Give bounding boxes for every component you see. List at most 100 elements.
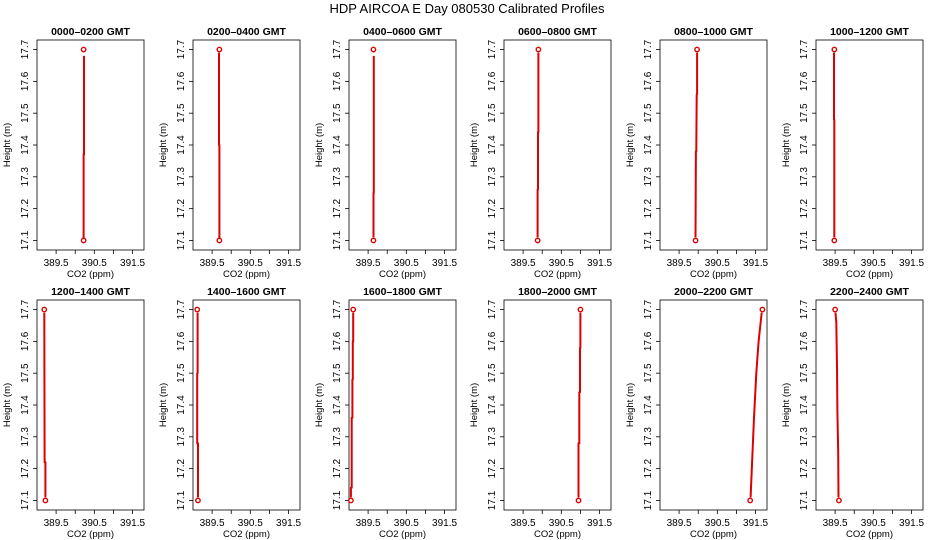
y-axis-label: Height (m)	[625, 383, 636, 427]
profile-panel: 1000–1200 GMT 389.5 390.5 391.5 CO2 (ppm) 17.…	[781, 26, 924, 280]
profile-line	[536, 52, 540, 238]
plot-frame	[503, 299, 612, 511]
y-tick-label: 17.5	[176, 363, 187, 383]
plot-frame	[348, 39, 457, 251]
profile-panel: 1200–1400 GMT 389.5 390.5 391.5 CO2 (ppm) 17.…	[2, 286, 145, 540]
y-tick-label: 17.4	[20, 135, 31, 155]
y-tick-label: 17.3	[799, 427, 810, 447]
data-point	[692, 237, 699, 244]
y-tick-label: 17.6	[643, 71, 654, 91]
y-tick-label: 17.5	[799, 103, 810, 123]
y-tick-label: 17.2	[799, 458, 810, 478]
x-tick-label: 390.5	[394, 258, 419, 269]
y-tick-label: 17.5	[176, 103, 187, 123]
y-tick-label: 17.3	[643, 167, 654, 187]
y-tick-label: 17.6	[332, 331, 343, 351]
y-tick-label: 17.5	[643, 103, 654, 123]
y-tick-label: 17.3	[487, 427, 498, 447]
y-tick-label: 17.2	[20, 198, 31, 218]
x-tick-label: 389.5	[200, 518, 225, 529]
y-tick-label: 17.3	[20, 167, 31, 187]
y-axis-label: Height (m)	[2, 383, 13, 427]
panel-title: 2000–2200 GMT	[674, 286, 753, 298]
y-tick-label: 17.1	[487, 490, 498, 510]
x-tick-label: 390.5	[861, 518, 886, 529]
panel-title: 0000–0200 GMT	[51, 26, 130, 38]
plot-frame	[659, 39, 768, 251]
data-point	[577, 306, 584, 313]
y-axis-label: Height (m)	[314, 123, 325, 167]
x-axis-label: CO2 (ppm)	[846, 269, 893, 280]
panel-title: 1600–1800 GMT	[363, 286, 442, 298]
y-tick-label: 17.5	[487, 103, 498, 123]
plot-frame	[36, 39, 145, 251]
y-tick-label: 17.4	[487, 395, 498, 415]
x-tick-label: 390.5	[705, 258, 730, 269]
y-tick-label: 17.2	[332, 458, 343, 478]
data-point	[216, 237, 223, 244]
y-tick-label: 17.2	[332, 198, 343, 218]
x-tick-label: 390.5	[238, 258, 263, 269]
x-tick-label: 389.5	[356, 258, 381, 269]
y-axis-label: Height (m)	[469, 123, 480, 167]
y-axis-label: Height (m)	[314, 383, 325, 427]
data-point	[575, 497, 582, 504]
y-tick-label: 17.3	[20, 427, 31, 447]
y-tick-label: 17.7	[176, 299, 187, 319]
x-axis-label: CO2 (ppm)	[67, 269, 114, 280]
data-point	[348, 497, 354, 504]
y-tick-label: 17.5	[487, 363, 498, 383]
y-tick-label: 17.7	[799, 39, 810, 59]
profile-panel: 1600–1800 GMT 389.5 390.5 391.5 CO2 (ppm) 17.…	[314, 286, 457, 540]
profile-panel: 2000–2200 GMT 389.5 390.5 391.5 CO2 (ppm) 17.…	[625, 286, 768, 540]
y-tick-label: 17.6	[176, 331, 187, 351]
profile-line	[349, 312, 355, 498]
profile-line	[43, 312, 47, 498]
panel-title: 1200–1400 GMT	[51, 286, 130, 298]
y-tick-label: 17.5	[799, 363, 810, 383]
y-tick-label: 17.3	[487, 167, 498, 187]
y-tick-label: 17.2	[487, 458, 498, 478]
y-tick-label: 17.1	[20, 230, 31, 250]
panel-title: 0200–0400 GMT	[207, 26, 286, 38]
profile-panel: 0800–1000 GMT 389.5 390.5 391.5 CO2 (ppm) 17.…	[625, 26, 768, 280]
x-tick-label: 389.5	[823, 258, 848, 269]
y-tick-label: 17.4	[332, 395, 343, 415]
x-axis-label: CO2 (ppm)	[846, 529, 893, 540]
profile-line	[196, 312, 199, 498]
y-axis-label: Height (m)	[158, 383, 169, 427]
panel-title: 0800–1000 GMT	[674, 26, 753, 38]
data-point	[747, 497, 754, 504]
y-tick-label: 17.1	[332, 230, 343, 250]
profile-panel: 0400–0600 GMT 389.5 390.5 391.5 CO2 (ppm) 17.…	[314, 26, 457, 280]
y-tick-label: 17.4	[20, 395, 31, 415]
profile-panel: 1400–1600 GMT 389.5 390.5 391.5 CO2 (ppm) 17.…	[158, 286, 301, 540]
panel-title: 0600–0800 GMT	[518, 26, 597, 38]
y-tick-label: 17.6	[799, 71, 810, 91]
y-axis-label: Height (m)	[781, 383, 792, 427]
x-axis-label: CO2 (ppm)	[379, 529, 426, 540]
y-tick-label: 17.7	[20, 39, 31, 59]
x-axis-label: CO2 (ppm)	[67, 529, 114, 540]
data-point	[836, 497, 842, 504]
y-tick-label: 17.5	[643, 363, 654, 383]
x-tick-label: 391.5	[587, 258, 612, 269]
x-tick-label: 391.5	[432, 258, 457, 269]
y-tick-label: 17.4	[176, 135, 187, 155]
y-tick-label: 17.1	[20, 490, 31, 510]
x-tick-label: 390.5	[238, 518, 263, 529]
y-tick-label: 17.4	[332, 135, 343, 155]
y-tick-label: 17.7	[332, 299, 343, 319]
y-axis-label: Height (m)	[158, 123, 169, 167]
x-tick-label: 389.5	[511, 258, 536, 269]
x-tick-label: 391.5	[432, 518, 457, 529]
y-tick-label: 17.6	[487, 331, 498, 351]
y-tick-label: 17.7	[643, 299, 654, 319]
y-tick-label: 17.1	[176, 490, 187, 510]
y-tick-label: 17.4	[176, 395, 187, 415]
y-tick-label: 17.3	[176, 167, 187, 187]
profile-line	[749, 312, 763, 498]
profile-panel: 0600–0800 GMT 389.5 390.5 391.5 CO2 (ppm) 17.…	[469, 26, 612, 280]
data-point	[42, 497, 49, 504]
y-tick-label: 17.1	[332, 490, 343, 510]
